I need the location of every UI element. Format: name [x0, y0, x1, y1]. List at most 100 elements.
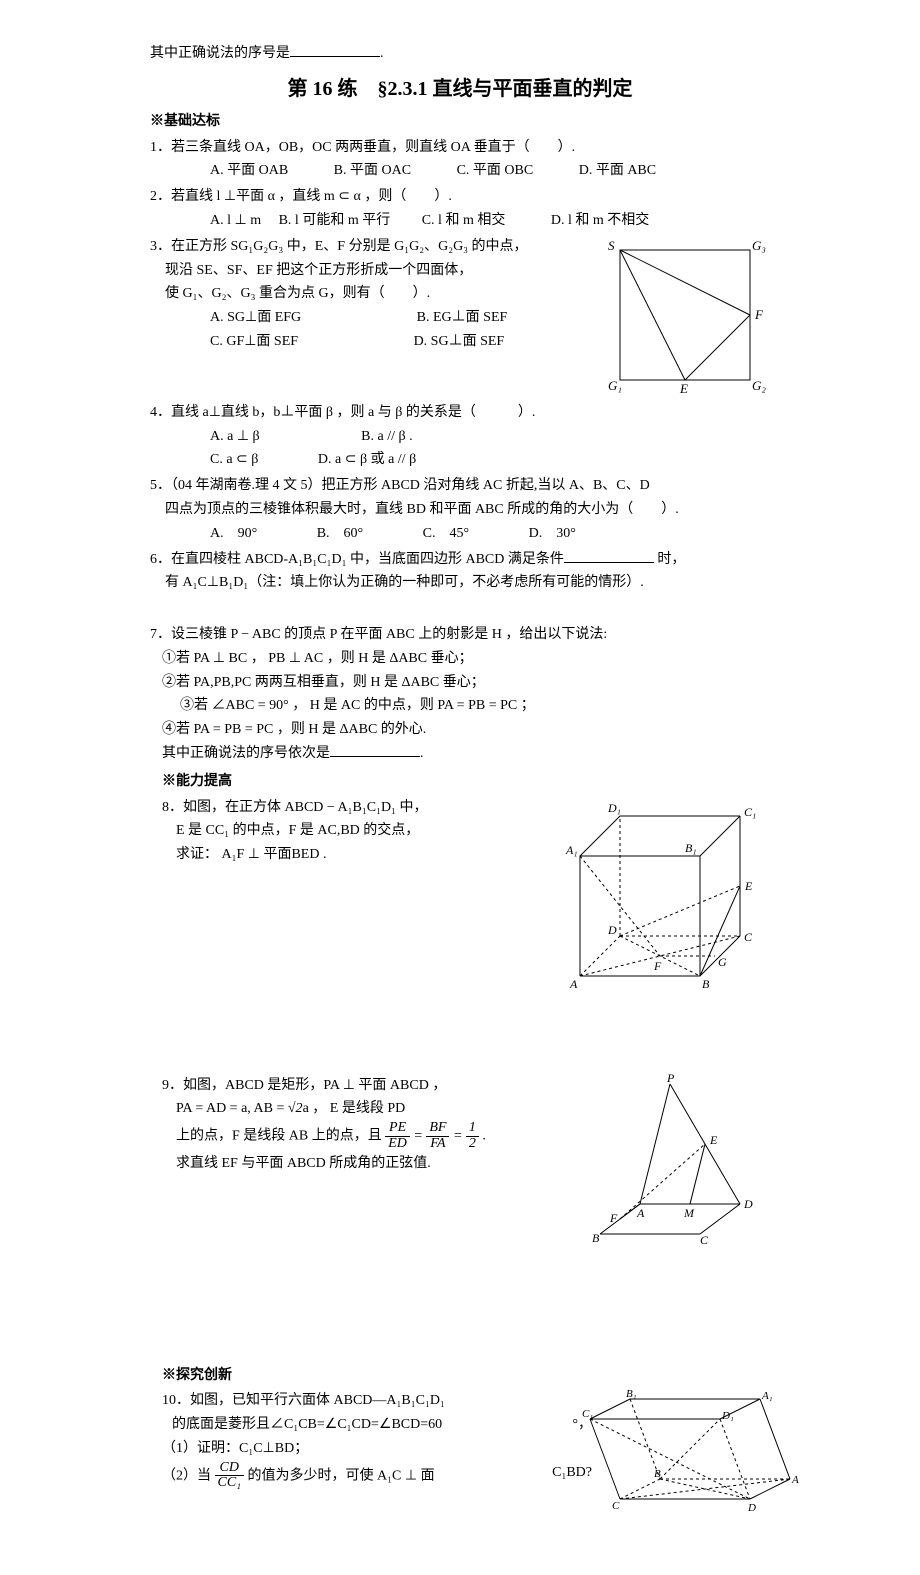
- q9-l3a: 上的点，F 是线段 AB 上的点，且: [176, 1129, 385, 1144]
- q3-d: D. SG⊥面 SEF: [414, 334, 505, 349]
- q10-frac: CDCC₁: [215, 1461, 245, 1491]
- q4-c: C. a ⊂ β: [210, 452, 258, 467]
- svg-text:B₁: B₁: [685, 841, 697, 855]
- q10-l4b: 的值为多少时，可使 A₁C ⊥ 面: [248, 1468, 435, 1483]
- svg-text:A: A: [569, 977, 578, 991]
- q2-d: D. l 和 m 不相交: [551, 213, 649, 228]
- section-explore: ※探究创新: [162, 1364, 770, 1388]
- svg-text:E: E: [744, 879, 753, 893]
- q9-frac1: PEED: [385, 1121, 410, 1151]
- page-title: 第 16 练 §2.3.1 直线与平面垂直的判定: [150, 72, 770, 106]
- svg-text:D₁: D₁: [607, 801, 621, 815]
- q7-row6: 其中正确说法的序号依次是.: [162, 742, 770, 766]
- svg-text:G₃: G₃: [752, 238, 766, 253]
- q5-a: A. 90°: [210, 526, 257, 541]
- question-7: 7．设三棱锥 P − ABC 的顶点 P 在平面 ABC 上的射影是 H ，给出…: [150, 623, 770, 766]
- svg-text:F: F: [754, 307, 764, 322]
- q9-l3b: .: [482, 1129, 486, 1144]
- question-9: P A B C D E F M 9．如图，ABCD 是矩形，PA ⊥ 平面 AB…: [150, 1074, 770, 1248]
- q5-d: D. 30°: [529, 526, 576, 541]
- svg-text:F: F: [609, 1211, 618, 1225]
- q2-a: A. l ⊥ m: [210, 213, 261, 228]
- q6-row1: 6．在直四棱柱 ABCD-A₁B₁C₁D₁ 中，当底面四边形 ABCD 满足条件…: [150, 548, 770, 572]
- q9-sqrt: √2: [288, 1101, 303, 1116]
- svg-text:C: C: [744, 930, 753, 944]
- figure-q9: P A B C D E F M: [570, 1074, 770, 1244]
- q5-options: A. 90° B. 60° C. 45° D. 30°: [210, 522, 770, 546]
- svg-text:F: F: [653, 959, 662, 973]
- q4-opts1: A. a ⊥ β B. a // β .: [210, 425, 770, 449]
- svg-text:A₁: A₁: [565, 843, 578, 857]
- q10-l4a: （2）当: [162, 1468, 215, 1483]
- question-8: A B C D A₁ B₁ C₁ D₁ E F G 8．如图，在正方体 ABCD…: [150, 796, 770, 1000]
- q7-l6b: .: [420, 746, 424, 761]
- question-3: S G₃ G₁ G₂ E F 3．在正方形 SG₁G₂G₃ 中，E、F 分别是 …: [150, 235, 770, 399]
- svg-text:E: E: [709, 1133, 718, 1147]
- q4-stem: 4．直线 a⊥直线 b，b⊥平面 β ，则 a 与 β 的关系是（ ）.: [150, 401, 770, 425]
- q7-s2: ②若 PA,PB,PC 两两互相垂直，则 H 是 ΔABC 垂心；: [162, 671, 770, 695]
- q7-s1: ①若 PA ⊥ BC ， PB ⊥ AC ，则 H 是 ΔABC 垂心；: [162, 647, 770, 671]
- q7-blank: [330, 742, 420, 757]
- svg-text:G: G: [718, 955, 727, 969]
- svg-text:G₁: G₁: [608, 378, 622, 393]
- q1-stem: 1．若三条直线 OA，OB，OC 两两垂直，则直线 OA 垂直于（ ）.: [150, 136, 770, 160]
- q1-a: A. 平面 OAB: [210, 163, 288, 178]
- q2-b: B. l 可能和 m 平行: [279, 213, 391, 228]
- svg-text:G₂: G₂: [752, 378, 766, 393]
- intro-blank: [290, 42, 380, 57]
- svg-text:B: B: [654, 1468, 661, 1480]
- figure-q3: S G₃ G₁ G₂ E F: [600, 235, 770, 395]
- svg-text:A₁: A₁: [761, 1390, 773, 1402]
- question-6: 6．在直四棱柱 ABCD-A₁B₁C₁D₁ 中，当底面四边形 ABCD 满足条件…: [150, 548, 770, 596]
- svg-text:D: D: [607, 923, 617, 937]
- q3-c: C. GF⊥面 SEF: [210, 334, 298, 349]
- q2-stem: 2．若直线 l ⊥平面 α ，直线 m ⊂ α ，则（ ）.: [150, 185, 770, 209]
- svg-text:C: C: [612, 1500, 620, 1512]
- question-1: 1．若三条直线 OA，OB，OC 两两垂直，则直线 OA 垂直于（ ）. A. …: [150, 136, 770, 184]
- svg-text:E: E: [679, 381, 688, 395]
- svg-text:D: D: [747, 1502, 756, 1514]
- q9-frac3: 12: [466, 1121, 479, 1151]
- q7-s4: ④若 PA = PB = PC ，则 H 是 ΔABC 的外心.: [162, 718, 770, 742]
- q7-l1: 7．设三棱锥 P − ABC 的顶点 P 在平面 ABC 上的射影是 H ，给出…: [150, 623, 770, 647]
- q6-blank: [564, 548, 654, 563]
- svg-text:C: C: [700, 1233, 709, 1244]
- q1-b: B. 平面 OAC: [334, 163, 411, 178]
- q3-a: A. SG⊥面 EFG: [210, 310, 301, 325]
- q10-l2a: 的底面是菱形且∠C₁CB=∠C₁CD=∠BCD=60: [172, 1417, 442, 1432]
- svg-text:B: B: [702, 977, 710, 991]
- q7-s3: ③若 ∠ABC = 90° ， H 是 AC 的中点，则 PA = PB = P…: [180, 694, 770, 718]
- svg-text:D₁: D₁: [721, 1410, 734, 1422]
- q6-l1b: 时，: [654, 552, 686, 567]
- svg-text:A: A: [636, 1206, 645, 1220]
- intro-line: 其中正确说法的序号是.: [150, 42, 770, 66]
- svg-text:M: M: [683, 1206, 695, 1220]
- q1-d: D. 平面 ABC: [579, 163, 656, 178]
- q4-a: A. a ⊥ β: [210, 429, 260, 444]
- figure-q10: C₁ B₁ A₁ D₁ C B A D: [560, 1389, 800, 1529]
- q1-c: C. 平面 OBC: [457, 163, 534, 178]
- intro-text: 其中正确说法的序号是: [150, 46, 290, 61]
- q5-l1: 5．（04 年湖南卷.理 4 文 5）把正方形 ABCD 沿对角线 AC 折起,…: [150, 474, 770, 498]
- svg-text:D: D: [743, 1197, 753, 1211]
- q3-b: B. EG⊥面 SEF: [417, 310, 508, 325]
- q6-l1: 6．在直四棱柱 ABCD-A₁B₁C₁D₁ 中，当底面四边形 ABCD 满足条件: [150, 552, 564, 567]
- q4-d: D. a ⊂ β 或 a // β: [318, 452, 416, 467]
- question-2: 2．若直线 l ⊥平面 α ，直线 m ⊂ α ，则（ ）. A. l ⊥ m …: [150, 185, 770, 233]
- q9-l2a: PA = AD = a, AB =: [176, 1101, 288, 1116]
- q10-l4c: C₁BD?: [552, 1461, 592, 1485]
- q10-l2b: °，: [572, 1413, 592, 1437]
- q9-eq2: =: [453, 1129, 466, 1144]
- svg-text:C₁: C₁: [744, 805, 756, 819]
- svg-text:B₁: B₁: [626, 1389, 637, 1400]
- svg-text:B: B: [592, 1231, 600, 1244]
- q5-c: C. 45°: [423, 526, 469, 541]
- section-ability: ※能力提高: [162, 770, 770, 794]
- q1-options: A. 平面 OAB B. 平面 OAC C. 平面 OBC D. 平面 ABC: [210, 159, 770, 183]
- q9-eq1: =: [413, 1129, 426, 1144]
- question-5: 5．（04 年湖南卷.理 4 文 5）把正方形 ABCD 沿对角线 AC 折起,…: [150, 474, 770, 545]
- q2-options: A. l ⊥ m B. l 可能和 m 平行 C. l 和 m 相交 D. l …: [210, 209, 770, 233]
- q5-b: B. 60°: [317, 526, 363, 541]
- svg-text:A: A: [791, 1474, 799, 1486]
- q4-opts2: C. a ⊂ β D. a ⊂ β 或 a // β: [210, 448, 770, 472]
